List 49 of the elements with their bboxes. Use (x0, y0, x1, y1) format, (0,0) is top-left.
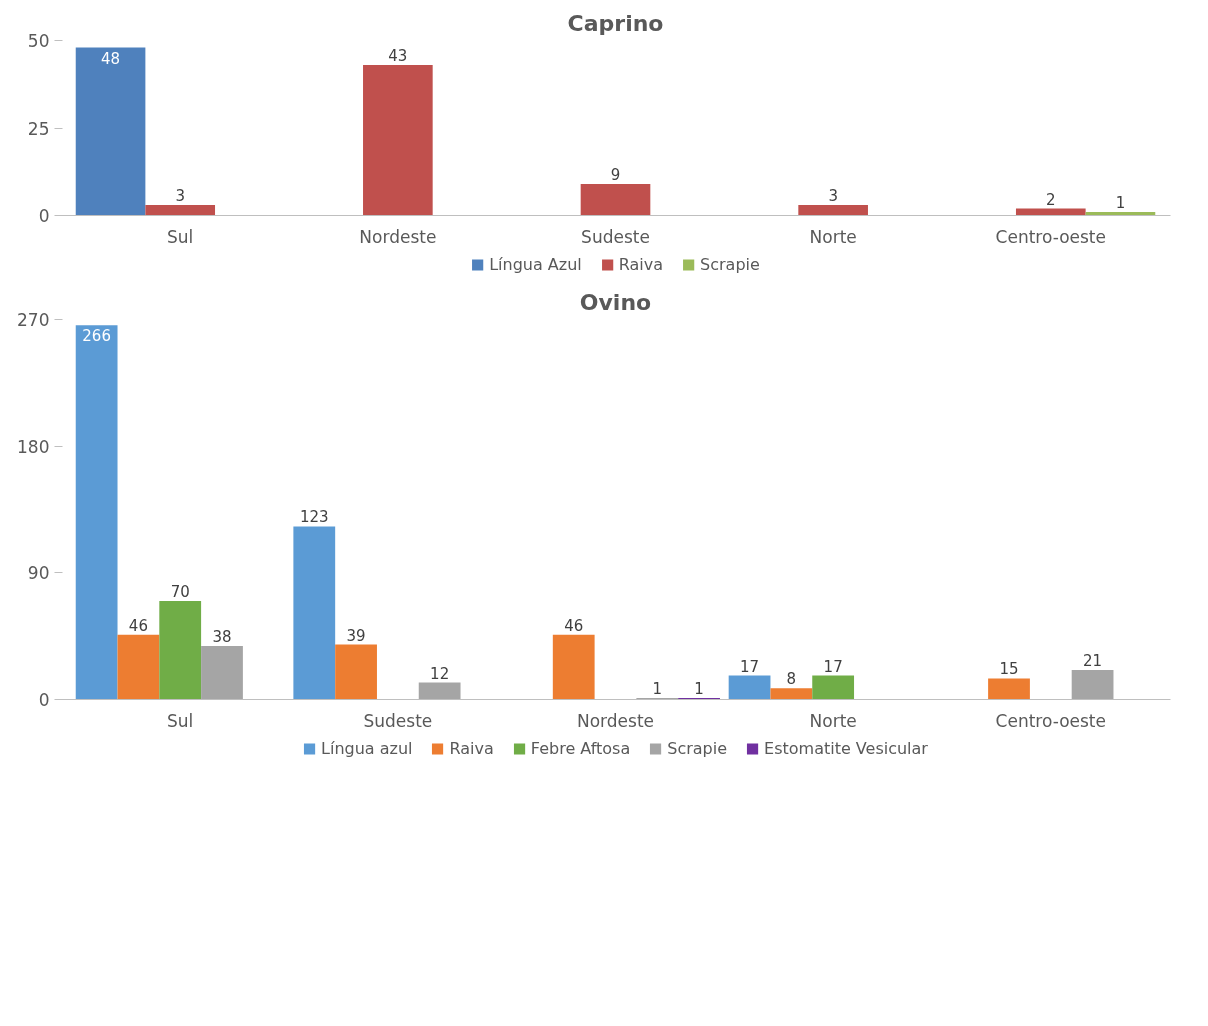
data-label: 21 (1083, 651, 1103, 670)
x-tick-label: Norte (809, 226, 857, 247)
legend-label: Estomatite Vesicular (764, 738, 928, 758)
x-tick-label: Nordeste (359, 226, 437, 247)
legend-label: Raiva (449, 738, 494, 758)
legend-label: Scrapie (667, 738, 728, 758)
x-tick-label: Sul (167, 710, 194, 731)
y-tick-label: 0 (38, 690, 50, 710)
data-label: 123 (299, 508, 329, 527)
data-label: 266 (82, 327, 111, 346)
y-tick-label: 180 (17, 436, 50, 457)
chart-title: Ovino (579, 289, 652, 315)
data-label: 17 (823, 657, 843, 676)
data-label: 1 (694, 680, 704, 699)
x-tick-label: Nordeste (576, 710, 655, 731)
data-label: 38 (212, 628, 232, 647)
x-tick-label: Sul (167, 226, 194, 247)
data-label: 2 (1046, 190, 1056, 209)
legend-label: Scrapie (700, 254, 760, 274)
data-label: 39 (346, 626, 366, 645)
x-tick-label: Sudeste (581, 226, 650, 247)
legend-label: Febre Aftosa (530, 738, 631, 758)
data-label: 46 (564, 616, 584, 635)
data-label: 3 (175, 187, 185, 205)
y-tick-label: 0 (38, 206, 50, 226)
y-tick-label: 50 (27, 31, 50, 51)
legend-label: Língua azul (321, 738, 413, 758)
data-label: 48 (101, 49, 121, 68)
data-label: 1 (652, 680, 663, 699)
data-label: 9 (610, 166, 621, 184)
data-label: 15 (999, 660, 1019, 679)
x-tick-label: Centro-oeste (995, 226, 1106, 247)
chart-title: Caprino (567, 10, 664, 36)
x-tick-label: Sudeste (363, 710, 433, 731)
legend-label: Língua Azul (489, 254, 582, 274)
legend-label: Raiva (618, 254, 664, 274)
y-tick-label: 90 (27, 563, 50, 584)
data-label: 70 (170, 582, 190, 601)
y-tick-label: 25 (27, 118, 50, 139)
data-label: 8 (786, 670, 797, 689)
y-tick-label: 270 (17, 310, 50, 330)
x-tick-label: Centro-oeste (995, 710, 1106, 731)
data-label: 46 (128, 616, 148, 635)
data-label: 1 (1115, 194, 1126, 212)
data-label: 12 (430, 664, 450, 683)
data-label: 3 (828, 187, 838, 205)
data-label: 17 (740, 657, 760, 676)
data-label: 43 (388, 47, 408, 65)
x-tick-label: Norte (809, 710, 857, 731)
